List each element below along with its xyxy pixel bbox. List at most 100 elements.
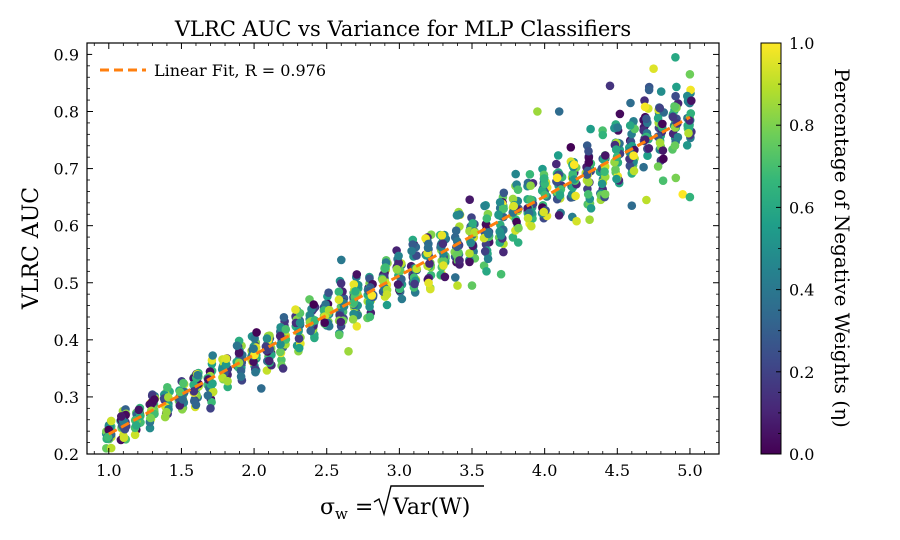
scatter-point [408, 240, 418, 249]
scatter-point-outlier [337, 255, 346, 265]
scatter-point [451, 226, 461, 235]
scatter-point [236, 372, 246, 381]
scatter-point [440, 272, 450, 282]
scatter-point [145, 423, 155, 433]
y-tick-label: 0.4 [54, 331, 79, 350]
scatter-point [189, 387, 199, 396]
scatter-point [584, 158, 594, 167]
y-tick-label: 0.2 [54, 445, 79, 464]
scatter-point [613, 123, 622, 132]
scatter-point [639, 162, 648, 172]
scatter-point [438, 239, 448, 248]
y-axis-label: VLRC AUC [19, 187, 44, 310]
scatter-point-outlier [206, 404, 215, 413]
scatter-point [643, 151, 652, 160]
scatter-point-outlier [278, 364, 288, 373]
y-tick-label: 0.9 [54, 45, 79, 64]
scatter-point [252, 328, 261, 337]
scatter-point [381, 263, 390, 272]
x-tick-label: 4.5 [605, 461, 630, 480]
scatter-point [597, 179, 607, 189]
scatter-point [508, 233, 518, 242]
scatter-point [162, 407, 171, 417]
colorbar-tick-label: 0.6 [789, 198, 814, 217]
colorbar-tick-label: 0.0 [789, 445, 814, 464]
scatter-point [232, 341, 242, 351]
scatter-point [569, 160, 579, 169]
scatter-point [468, 219, 478, 228]
scatter-point [601, 151, 610, 160]
scatter-point [600, 189, 610, 199]
scatter-point [483, 254, 493, 264]
scatter-point [684, 128, 693, 138]
scatter-point [658, 176, 668, 185]
scatter-point [306, 326, 316, 336]
colorbar-tick-label: 0.4 [789, 281, 814, 300]
y-tick-label: 0.6 [54, 217, 79, 236]
scatter-point [262, 346, 271, 355]
scatter-point [203, 391, 213, 400]
scatter-point [393, 280, 403, 289]
scatter-point [687, 96, 696, 105]
scatter-point [566, 143, 576, 152]
scatter-point [494, 210, 503, 219]
scatter-point [382, 290, 392, 299]
scatter-point-outlier [344, 347, 353, 356]
x-tick-label: 4.0 [532, 461, 557, 480]
scatter-point-outlier [671, 53, 680, 62]
scatter-point [585, 215, 594, 224]
scatter-point [352, 270, 362, 279]
x-tick-label: 5.0 [677, 461, 702, 480]
scatter-point [349, 280, 359, 289]
scatter-point-outlier [496, 269, 506, 279]
scatter-point [208, 379, 217, 388]
scatter-point [508, 208, 518, 217]
scatter-point-outlier [554, 107, 564, 116]
scatter-point [682, 141, 692, 150]
y-tick-label: 0.8 [54, 103, 79, 122]
scatter-point [451, 273, 460, 282]
fit-line-group [108, 115, 691, 436]
scatter-point [656, 87, 666, 96]
scatter-point [223, 376, 232, 386]
x-tick-label: 3.5 [459, 461, 484, 480]
scatter-point [249, 357, 258, 367]
scatter-point [437, 231, 447, 240]
scatter-point [600, 167, 609, 176]
scatter-point [612, 174, 621, 184]
scatter-point [251, 367, 260, 377]
scatter-point [279, 313, 289, 322]
scatter-point [281, 325, 291, 334]
scatter-point [365, 302, 374, 312]
scatter-point-outlier [583, 190, 593, 199]
scatter-point [685, 70, 695, 79]
colorbar-tick-label: 1.0 [789, 34, 814, 53]
scatter-point [234, 348, 244, 357]
scatter-point [672, 82, 681, 92]
scatter-points [101, 53, 696, 453]
scatter-point [584, 177, 593, 187]
scatter-point [336, 317, 346, 327]
scatter-point [193, 370, 203, 380]
scatter-point [513, 185, 523, 194]
colorbar-ticks: 0.0 0.2 0.4 0.6 0.8 1.0 [776, 34, 814, 464]
scatter-point [480, 247, 490, 256]
scatter-point [552, 159, 561, 169]
scatter-point [655, 138, 665, 147]
scatter-point-outlier [533, 107, 542, 116]
scatter-point [179, 378, 188, 388]
scatter-point [495, 198, 505, 207]
scatter-point [671, 91, 680, 101]
x-label-subscript: w [335, 505, 348, 523]
scatter-point [554, 211, 564, 220]
scatter-point [334, 295, 344, 305]
scatter-point [465, 195, 475, 204]
scatter-point [106, 443, 116, 453]
scatter-point [629, 166, 639, 176]
scatter-point [482, 214, 492, 223]
scatter-point-outlier [649, 64, 658, 73]
scatter-point [455, 256, 464, 265]
scatter-point [309, 300, 319, 309]
x-label-sqrt-body: Var(W) [392, 495, 470, 520]
x-axis-ticks: 1.0 1.5 2.0 2.5 3.0 3.5 4.0 4.5 5.0 [93, 43, 705, 480]
